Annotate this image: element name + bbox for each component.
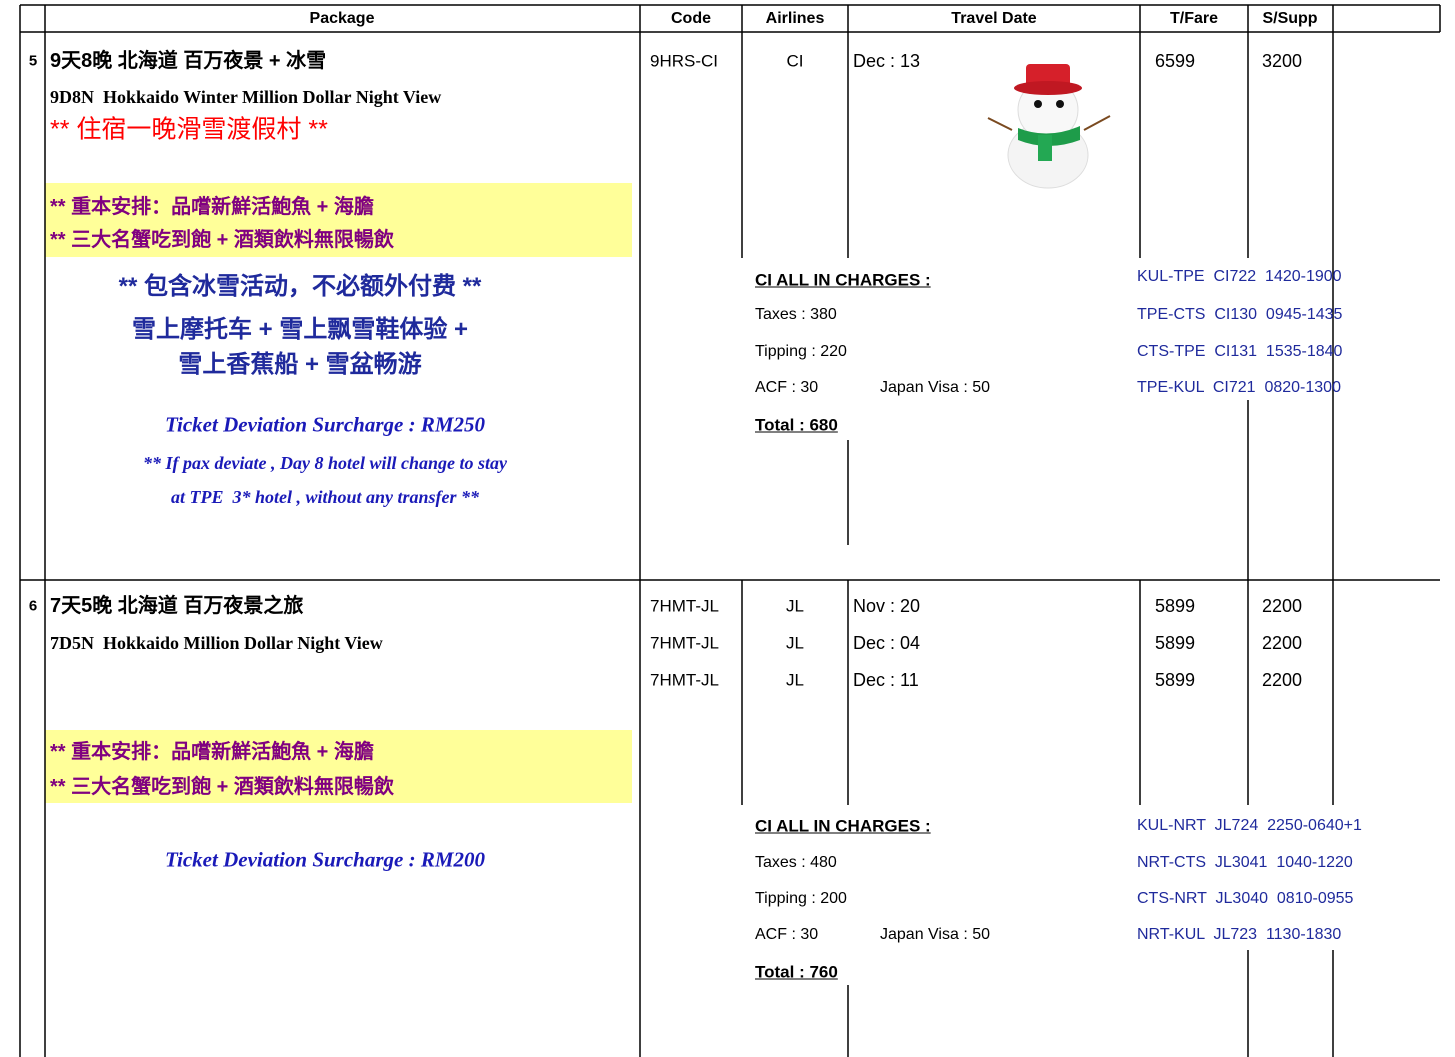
- deviation-note: ** If pax deviate , Day 8 hotel will cha…: [143, 453, 507, 473]
- surcharge: Ticket Deviation Surcharge : RM200: [164, 847, 486, 872]
- package-subtitle: 9D8N Hokkaido Winter Million Dollar Nigh…: [50, 87, 442, 107]
- row-number: 6: [28, 597, 38, 615]
- highlight-box: [45, 730, 632, 803]
- charges-total: Total : 760: [755, 962, 838, 982]
- activity: ** 包含冰雪活动，不必额外付费 **: [118, 273, 482, 300]
- flight: NRT-KUL JL723 1130-1830: [1137, 926, 1342, 943]
- charges-heading: CI ALL IN CHARGES :: [755, 270, 931, 290]
- flight: KUL-TPE CI722 1420-1900: [1137, 268, 1342, 285]
- fare: 5899: [1154, 633, 1196, 653]
- charge: ACF : 30: [755, 379, 819, 396]
- special-note: ** 三大名蟹吃到飽 + 酒類飲料無限暢飲: [50, 776, 394, 798]
- flight: TPE-KUL CI721 0820-1300: [1137, 379, 1341, 396]
- supplement: 2200: [1261, 633, 1303, 653]
- charge: Japan Visa : 50: [880, 379, 991, 396]
- fare: 5899: [1154, 596, 1196, 616]
- special-note: ** 三大名蟹吃到飽 + 酒類飲料無限暢飲: [50, 229, 394, 251]
- column-header: S/Supp: [1262, 10, 1318, 27]
- fare: 5899: [1154, 670, 1196, 690]
- airline: JL: [786, 633, 804, 653]
- column-header: Code: [671, 10, 711, 27]
- travel-date: Nov : 20: [853, 596, 921, 616]
- column-header: Airlines: [765, 10, 825, 27]
- row-number: 5: [28, 52, 38, 70]
- surcharge: Ticket Deviation Surcharge : RM250: [164, 412, 486, 437]
- charges-total: Total : 680: [755, 415, 838, 435]
- charges-heading: CI ALL IN CHARGES :: [755, 816, 931, 836]
- airline: CI: [786, 51, 804, 71]
- charge: Taxes : 480: [755, 854, 837, 871]
- flight: CTS-NRT JL3040 0810-0955: [1137, 890, 1354, 907]
- flight: TPE-CTS CI130 0945-1435: [1137, 306, 1343, 323]
- code: 7HMT-JL: [650, 596, 719, 616]
- charge: Taxes : 380: [755, 306, 837, 323]
- travel-date: Dec : 11: [853, 670, 919, 690]
- flight: KUL-NRT JL724 2250-0640+1: [1137, 817, 1362, 834]
- special-note: ** 重本安排：品嚐新鮮活鮑魚 + 海膽: [50, 196, 374, 218]
- column-header: T/Fare: [1169, 10, 1219, 27]
- activity: 雪上香蕉船 + 雪盆畅游: [178, 351, 422, 378]
- highlight-box: [45, 183, 632, 257]
- package-title: 9天8晚 北海道 百万夜景 + 冰雪: [50, 50, 327, 72]
- lines: [19, 4, 1441, 1057]
- charge: ACF : 30: [755, 926, 819, 943]
- package-title: 7天5晚 北海道 百万夜景之旅: [50, 595, 304, 617]
- supplement: 2200: [1261, 670, 1303, 690]
- column-header: Package: [309, 10, 375, 27]
- airline: JL: [786, 596, 804, 616]
- special-note: ** 重本安排：品嚐新鮮活鮑魚 + 海膽: [50, 741, 374, 763]
- supplement: 2200: [1261, 596, 1303, 616]
- airline: JL: [786, 670, 804, 690]
- supplement: 3200: [1261, 51, 1303, 71]
- charge: Tipping : 220: [755, 343, 847, 360]
- travel-date: Dec : 13: [853, 51, 921, 71]
- charge: Japan Visa : 50: [880, 926, 991, 943]
- flight: CTS-TPE CI131 1535-1840: [1137, 343, 1343, 360]
- code: 7HMT-JL: [650, 670, 719, 690]
- column-header: Travel Date: [951, 10, 1037, 27]
- package-subtitle: 7D5N Hokkaido Million Dollar Night View: [50, 633, 383, 653]
- flight: NRT-CTS JL3041 1040-1220: [1137, 854, 1353, 871]
- activity: 雪上摩托车 + 雪上飘雪鞋体验 +: [131, 316, 469, 343]
- code: 9HRS-CI: [650, 51, 719, 71]
- snowman: [987, 64, 1111, 189]
- code: 7HMT-JL: [650, 633, 719, 653]
- fare: 6599: [1154, 51, 1196, 71]
- travel-date: Dec : 04: [853, 633, 921, 653]
- charge: Tipping : 200: [755, 890, 847, 907]
- deviation-note: at TPE 3* hotel , without any transfer *…: [170, 487, 480, 507]
- highlight: ** 住宿一晚滑雪渡假村 **: [50, 115, 328, 144]
